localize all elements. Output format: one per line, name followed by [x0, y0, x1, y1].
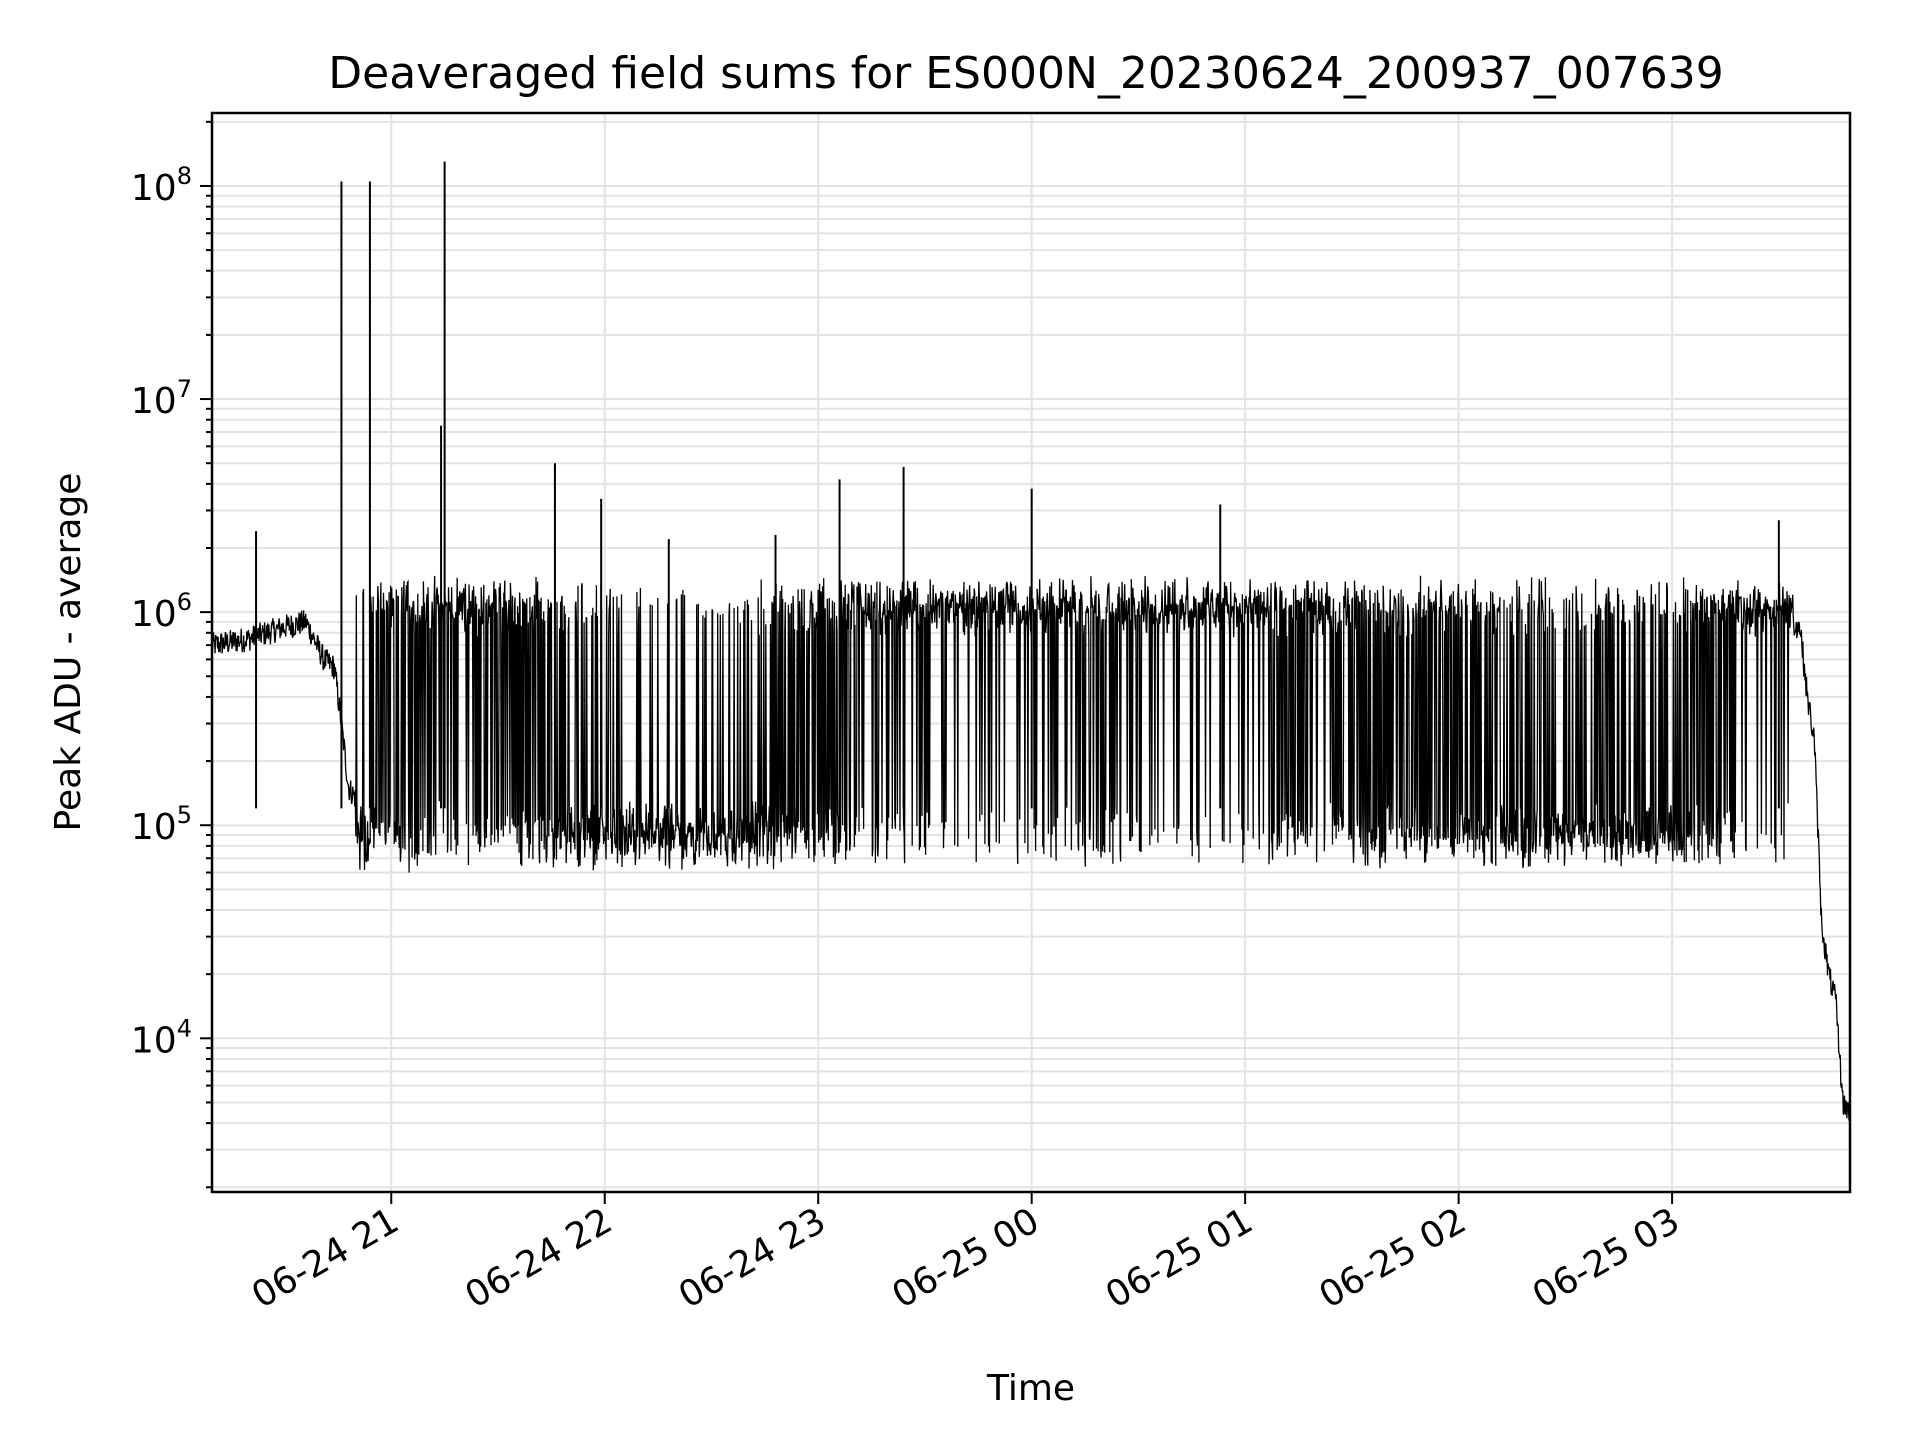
- y-tick-label: 107: [131, 375, 192, 422]
- tick-layer: [200, 120, 1674, 1204]
- y-axis-label: Peak ADU - average: [48, 473, 89, 832]
- y-tick-exponent: 7: [177, 375, 192, 403]
- chart-title: Deaveraged field sums for ES000N_2023062…: [328, 48, 1724, 99]
- y-tick-base: 10: [131, 594, 177, 635]
- y-tick-base: 10: [131, 381, 177, 422]
- y-tick-exponent: 4: [177, 1014, 192, 1042]
- y-tick-base: 10: [131, 168, 177, 209]
- series-layer: [211, 161, 1851, 1121]
- y-tick-exponent: 5: [177, 801, 192, 829]
- y-tick-label: 105: [131, 801, 192, 848]
- y-tick-label: 104: [131, 1014, 192, 1061]
- y-tick-exponent: 8: [177, 162, 192, 190]
- x-axis-label: Time: [986, 1368, 1075, 1409]
- y-tick-base: 10: [131, 1020, 177, 1061]
- y-tick-label: 106: [131, 588, 192, 635]
- y-tick-exponent: 6: [177, 588, 192, 616]
- y-tick-base: 10: [131, 807, 177, 848]
- y-tick-label: 108: [131, 162, 192, 209]
